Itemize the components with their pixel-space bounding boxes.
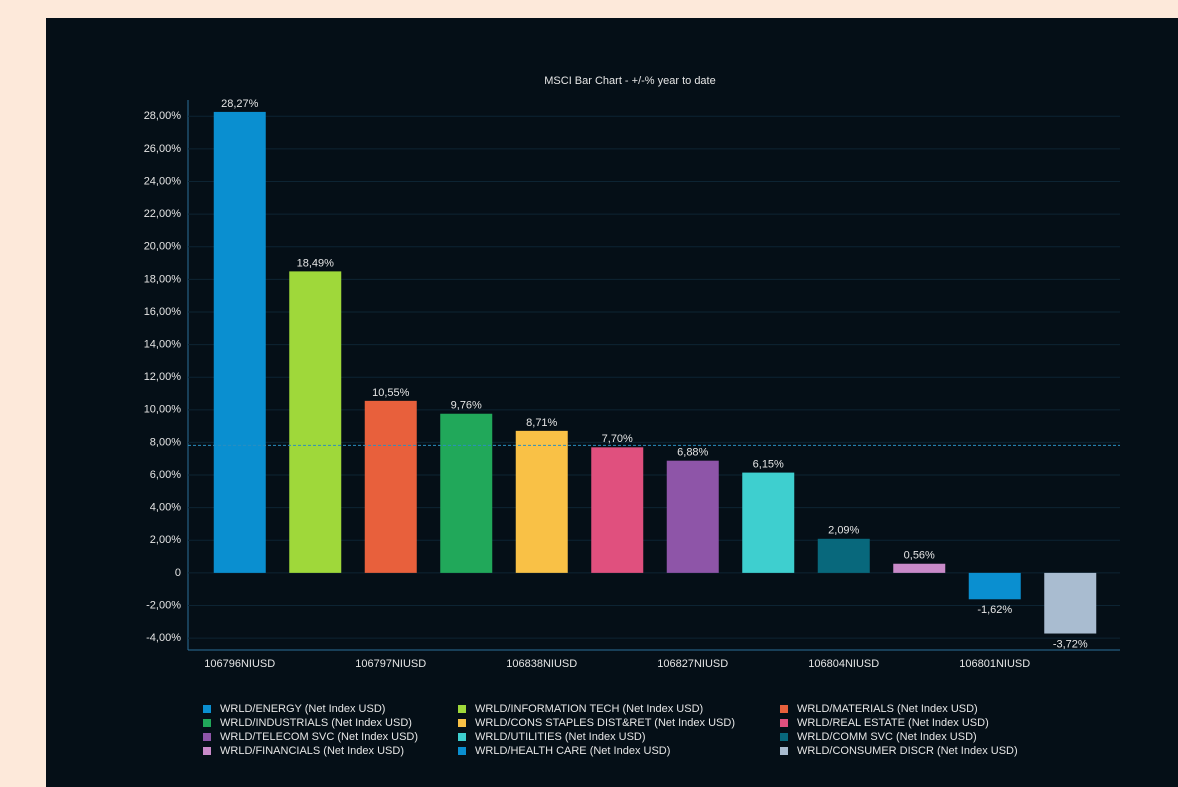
bar <box>968 572 1021 600</box>
legend-swatch <box>458 733 466 741</box>
x-tick-label: 106796NIUSD <box>204 658 275 670</box>
legend-label: WRLD/UTILITIES (Net Index USD) <box>475 731 646 743</box>
legend-swatch <box>458 719 466 727</box>
y-tick-label: 20,00% <box>144 241 182 253</box>
legend-swatch <box>203 733 211 741</box>
data-label: 0,56% <box>904 550 935 562</box>
y-tick-label: 24,00% <box>144 175 182 187</box>
legend-swatch <box>203 705 211 713</box>
legend-label: WRLD/ENERGY (Net Index USD) <box>220 703 385 715</box>
legend-swatch <box>780 747 788 755</box>
y-tick-label: 0 <box>175 567 181 579</box>
chart-title: MSCI Bar Chart - +/-% year to date <box>544 75 715 87</box>
data-label: 8,71% <box>526 417 557 429</box>
legend-swatch <box>458 705 466 713</box>
y-tick-label: 2,00% <box>150 534 181 546</box>
legend-label: WRLD/INDUSTRIALS (Net Index USD) <box>220 717 412 729</box>
y-tick-label: 26,00% <box>144 143 182 155</box>
x-tick-label: 106801NIUSD <box>959 658 1030 670</box>
y-tick-label: 8,00% <box>150 436 181 448</box>
y-tick-label: -4,00% <box>146 632 181 644</box>
data-label: -1,62% <box>977 604 1012 616</box>
x-tick-label: 106838NIUSD <box>506 658 577 670</box>
legend-label: WRLD/COMM SVC (Net Index USD) <box>797 731 977 743</box>
legend-label: WRLD/MATERIALS (Net Index USD) <box>797 703 978 715</box>
bar <box>515 430 568 573</box>
legend-label: WRLD/CONSUMER DISCR (Net Index USD) <box>797 745 1018 757</box>
y-tick-label: -2,00% <box>146 599 181 611</box>
legend-label: WRLD/CONS STAPLES DIST&RET (Net Index US… <box>475 717 735 729</box>
bar <box>893 563 946 573</box>
bar <box>364 400 417 573</box>
legend-swatch <box>458 747 466 755</box>
legend-label: WRLD/HEALTH CARE (Net Index USD) <box>475 745 670 757</box>
x-tick-label: 106827NIUSD <box>657 658 728 670</box>
bar <box>440 413 493 573</box>
data-label: 2,09% <box>828 525 859 537</box>
legend-swatch <box>203 719 211 727</box>
y-tick-label: 14,00% <box>144 338 182 350</box>
y-tick-label: 4,00% <box>150 502 181 514</box>
y-tick-label: 16,00% <box>144 306 182 318</box>
y-tick-label: 10,00% <box>144 404 182 416</box>
bar <box>213 111 266 573</box>
legend-label: WRLD/REAL ESTATE (Net Index USD) <box>797 717 989 729</box>
legend-swatch <box>780 719 788 727</box>
legend-label: WRLD/FINANCIALS (Net Index USD) <box>220 745 404 757</box>
legend-swatch <box>780 705 788 713</box>
x-tick-label: 106797NIUSD <box>355 658 426 670</box>
legend-label: WRLD/TELECOM SVC (Net Index USD) <box>220 731 418 743</box>
data-label: 18,49% <box>297 257 335 269</box>
y-tick-label: 18,00% <box>144 273 182 285</box>
bar <box>666 460 719 573</box>
data-label: 9,76% <box>451 400 482 412</box>
legend-label: WRLD/INFORMATION TECH (Net Index USD) <box>475 703 703 715</box>
legend-swatch <box>780 733 788 741</box>
legend-swatch <box>203 747 211 755</box>
data-label: 6,88% <box>677 447 708 459</box>
data-label: 10,55% <box>372 387 410 399</box>
bar <box>742 472 795 573</box>
bar <box>817 538 870 573</box>
data-label: 7,70% <box>602 433 633 445</box>
data-label: -3,72% <box>1053 638 1088 650</box>
bar <box>591 447 644 573</box>
y-tick-label: 22,00% <box>144 208 182 220</box>
x-tick-label: 106804NIUSD <box>808 658 879 670</box>
bar <box>1044 572 1097 634</box>
y-tick-label: 28,00% <box>144 110 182 122</box>
y-tick-label: 12,00% <box>144 371 182 383</box>
bar <box>289 271 342 573</box>
y-tick-label: 6,00% <box>150 469 181 481</box>
data-label: 28,27% <box>221 98 259 110</box>
data-label: 6,15% <box>753 458 784 470</box>
